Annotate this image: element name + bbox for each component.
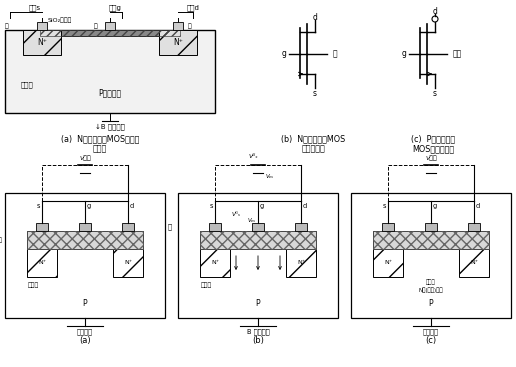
Text: s: s — [313, 88, 317, 98]
Text: d: d — [476, 203, 480, 209]
Text: g: g — [433, 203, 437, 209]
Bar — [200, 249, 230, 277]
Text: (c): (c) — [425, 335, 437, 345]
Bar — [373, 231, 489, 249]
Bar — [23, 30, 61, 55]
Text: d: d — [313, 12, 317, 22]
Text: N⁺: N⁺ — [297, 261, 305, 265]
Text: ↓B 衬底引线: ↓B 衬底引线 — [95, 124, 125, 130]
Bar — [459, 249, 489, 277]
Text: N⁺: N⁺ — [211, 261, 219, 265]
Bar — [27, 249, 57, 277]
Bar — [252, 223, 264, 231]
Text: (b)  N沟道增强型MOS: (b) N沟道增强型MOS — [281, 134, 345, 143]
Bar — [27, 231, 143, 249]
Bar — [425, 223, 437, 231]
Text: (a): (a) — [79, 335, 91, 345]
Text: 铝: 铝 — [4, 23, 8, 29]
Text: 衬底: 衬底 — [453, 50, 462, 58]
Text: Vₒₛ: Vₒₛ — [266, 174, 274, 179]
Text: N⁺: N⁺ — [173, 38, 183, 47]
Text: Vₒₛ: Vₒₛ — [248, 218, 256, 224]
Bar — [382, 223, 394, 231]
Text: d: d — [432, 7, 438, 17]
Bar — [295, 223, 307, 231]
Bar — [113, 249, 143, 277]
Bar — [178, 193, 338, 318]
Text: N⁺: N⁺ — [124, 261, 132, 265]
Text: N⁺: N⁺ — [384, 261, 392, 265]
Text: 铝: 铝 — [168, 224, 172, 230]
Text: 衬底引线: 衬底引线 — [77, 329, 93, 335]
Text: s: s — [433, 88, 437, 98]
Bar — [5, 193, 165, 318]
Bar — [36, 223, 48, 231]
Text: Vᴳₛ: Vᴳₛ — [248, 155, 258, 160]
Text: g: g — [282, 50, 287, 58]
Text: N型(感生)沟道: N型(感生)沟道 — [418, 287, 443, 293]
Text: 耗尽层: 耗尽层 — [27, 282, 39, 288]
Text: 耗尽层: 耗尽层 — [21, 82, 34, 88]
Bar — [40, 30, 180, 36]
Text: MOS管代表符号: MOS管代表符号 — [412, 145, 454, 153]
Text: (a)  N沟道增强型MOS管结构: (a) N沟道增强型MOS管结构 — [61, 134, 139, 143]
Text: 衬: 衬 — [333, 50, 337, 58]
Text: 耗尽层: 耗尽层 — [200, 282, 212, 288]
Bar — [37, 22, 47, 30]
Text: N⁺: N⁺ — [37, 38, 47, 47]
Bar — [373, 231, 489, 249]
Text: s: s — [209, 203, 213, 209]
Text: P: P — [256, 299, 260, 309]
Bar — [40, 30, 180, 36]
Bar — [200, 231, 316, 249]
Bar — [468, 223, 480, 231]
Bar — [209, 223, 221, 231]
Bar — [122, 223, 134, 231]
Text: 漏极d: 漏极d — [187, 5, 200, 11]
Text: 铝: 铝 — [188, 23, 192, 29]
Text: g: g — [260, 203, 264, 209]
Text: N⁺: N⁺ — [470, 261, 478, 265]
Text: 管代表符号: 管代表符号 — [301, 145, 325, 153]
Text: g: g — [87, 203, 91, 209]
Text: 铝: 铝 — [93, 23, 97, 29]
Text: B 衬底引线: B 衬底引线 — [247, 329, 269, 335]
Bar — [159, 30, 197, 55]
Text: d: d — [130, 203, 134, 209]
Text: (b): (b) — [252, 335, 264, 345]
Text: 源极s: 源极s — [29, 5, 41, 11]
Text: V₝₝: V₝₝ — [425, 155, 437, 161]
Text: 示意图: 示意图 — [93, 145, 107, 153]
Text: s: s — [37, 203, 40, 209]
Text: d: d — [303, 203, 307, 209]
Text: g: g — [402, 50, 407, 58]
Text: SiO₂绝缘层: SiO₂绝缘层 — [48, 17, 72, 23]
Bar — [27, 231, 143, 249]
Text: N⁺: N⁺ — [38, 261, 46, 265]
Text: P型硅衬底: P型硅衬底 — [99, 88, 122, 98]
Bar — [351, 193, 511, 318]
Text: Vᴳₛ: Vᴳₛ — [232, 212, 240, 218]
Text: P: P — [429, 299, 433, 309]
Bar — [173, 22, 183, 30]
Text: V₝₝: V₝₝ — [79, 155, 91, 161]
Bar — [79, 223, 91, 231]
Bar — [286, 249, 316, 277]
Bar — [200, 231, 316, 249]
Bar — [5, 30, 215, 113]
Text: 耗尽层: 耗尽层 — [426, 279, 436, 285]
Text: s: s — [382, 203, 386, 209]
Text: 栅极g: 栅极g — [108, 5, 121, 11]
Text: P: P — [83, 299, 87, 309]
Text: (c)  P沟道增强型: (c) P沟道增强型 — [411, 134, 455, 143]
Bar — [373, 249, 403, 277]
Bar — [105, 22, 115, 30]
Text: 二氧化硅: 二氧化硅 — [0, 237, 3, 243]
Text: 衬底引线: 衬底引线 — [423, 329, 439, 335]
